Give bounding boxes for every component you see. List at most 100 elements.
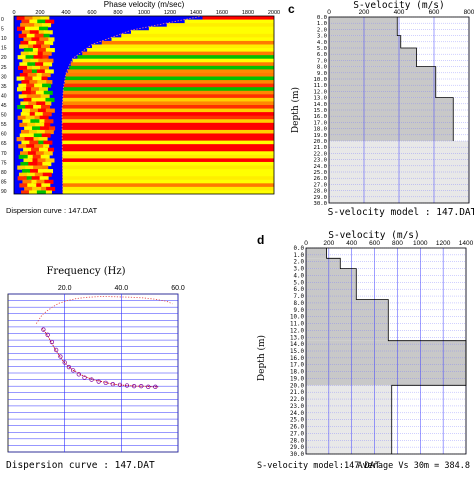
- heatmap-y-tick: 15: [1, 46, 7, 52]
- d-caption: S-velocity model:147.DAT: [257, 461, 380, 471]
- heatmap-noise-cell: [23, 37, 33, 42]
- heatmap-band: [62, 169, 274, 174]
- heatmap-noise-cell: [33, 105, 43, 110]
- heatmap-noise-cell: [31, 115, 41, 120]
- heatmap-noise-cell: [22, 169, 32, 174]
- heatmap-noise-cell: [41, 44, 51, 49]
- c-y-tick: 28.0: [314, 189, 327, 195]
- c-y-tick: 2.0: [317, 27, 327, 33]
- heatmap-noise-cell: [45, 37, 55, 42]
- d-x-tick: 400: [346, 240, 357, 247]
- heatmap-band: [64, 80, 274, 85]
- heatmap-noise-cell: [29, 108, 39, 113]
- c-x-tick: 400: [394, 9, 405, 16]
- s-velocity-chart-c: c S-velocity (m/s) 0 200 400 600 800 Depth (…: [288, 0, 474, 218]
- c-y-tick: 10.0: [314, 77, 327, 83]
- b-observed-point: [82, 375, 87, 380]
- b-observed-point: [41, 327, 46, 332]
- heatmap-band: [62, 179, 274, 184]
- d-y-tick: 3.0: [294, 267, 305, 273]
- heatmap-noise-cell: [27, 62, 37, 67]
- d-y-tick: 24.0: [290, 411, 304, 417]
- c-y-tick: 12.0: [314, 89, 327, 95]
- heatmap-band: [64, 83, 274, 88]
- b-observed-point: [96, 379, 101, 384]
- heatmap-band: [62, 144, 274, 149]
- c-y-tick: 11.0: [314, 83, 327, 89]
- heatmap-noise-cell: [17, 55, 27, 60]
- heatmap-noise-cell: [21, 90, 31, 95]
- heatmap-band: [62, 97, 274, 103]
- c-layer: [329, 17, 398, 36]
- d-x-tick: 1200: [436, 240, 451, 247]
- heatmap-y-tick: 55: [1, 122, 7, 128]
- heatmap-noise-cell: [40, 154, 50, 159]
- heatmap-noise-cell: [26, 23, 36, 28]
- d-y-tick: 28.0: [290, 438, 304, 444]
- heatmap-band: [62, 94, 274, 99]
- b-observed-point: [146, 384, 151, 389]
- heatmap-noise-cell: [24, 65, 34, 70]
- d-frame: [305, 247, 467, 455]
- d-y-tick: 5.0: [294, 280, 305, 286]
- heatmap-noise-cell: [16, 16, 26, 21]
- heatmap-noise-cell: [32, 186, 42, 192]
- heatmap-band: [62, 154, 274, 159]
- heatmap-band: [63, 90, 274, 95]
- d-x-tick: 200: [323, 240, 334, 247]
- heatmap-noise-cell: [35, 151, 45, 156]
- heatmap-noise-cell: [36, 101, 46, 106]
- heatmap-noise-cell: [42, 190, 52, 194]
- heatmap-noise-cell: [21, 190, 31, 194]
- heatmap-noise-cell: [24, 16, 34, 21]
- heatmap-frame: [13, 15, 275, 195]
- d-y-tick: 17.0: [290, 363, 304, 369]
- d-y-tick: 4.0: [294, 273, 305, 279]
- heatmap-band: [62, 176, 274, 181]
- heatmap-noise-cell: [36, 40, 46, 46]
- heatmap-noise-cell: [29, 169, 39, 174]
- heatmap-noise-cell: [21, 140, 31, 145]
- heatmap-noise-cell: [25, 165, 35, 170]
- heatmap-noise-cell: [28, 190, 38, 194]
- heatmap-noise-cell: [32, 76, 42, 81]
- heatmap-noise-cell: [35, 140, 45, 145]
- heatmap-title: Phase velocity (m/sec): [104, 0, 185, 9]
- heatmap-noise-cell: [18, 65, 28, 70]
- heatmap-noise-cell: [37, 48, 47, 53]
- heatmap-y-tick: 90: [1, 189, 7, 195]
- c-y-tick: 27.0: [314, 182, 327, 188]
- heatmap-noise-cell: [16, 76, 26, 81]
- heatmap-noise-cell: [33, 133, 43, 138]
- dispersion-chart: Frequency (Hz) 20.0 40.0 60.0 Dispersion c…: [6, 266, 185, 471]
- heatmap-noise-cell: [40, 65, 49, 70]
- b-observed-point: [54, 347, 59, 353]
- heatmap-noise-cell: [24, 126, 34, 131]
- heatmap-band: [62, 112, 274, 117]
- heatmap-noise-cell: [32, 65, 42, 70]
- heatmap-y-tick: 20: [1, 55, 7, 61]
- heatmap-noise-cell: [20, 51, 30, 56]
- c-layer: [329, 66, 436, 98]
- heatmap-noise-cell: [37, 97, 47, 103]
- heatmap-noise-cell: [33, 165, 43, 170]
- heatmap-y-tick: 80: [1, 170, 7, 176]
- b-observed-point: [139, 384, 144, 389]
- heatmap-y-tick: 70: [1, 151, 7, 157]
- heatmap-noise-cell: [29, 80, 39, 85]
- heatmap-noise-cell: [34, 33, 44, 38]
- d-y-tick: 14.0: [290, 342, 304, 348]
- heatmap-noise-cell: [34, 51, 44, 56]
- heatmap-band: [62, 101, 274, 106]
- heatmap-x-tick: 1800: [242, 10, 254, 16]
- heatmap-band: [62, 161, 274, 167]
- s-velocity-panel-c: c S-velocity (m/s) 0 200 400 600 800 Depth (…: [284, 0, 474, 222]
- heatmap-noise-cell: [23, 48, 33, 53]
- heatmap-noise-cell: [43, 90, 53, 95]
- d-average-label: Average Vs 30m = 384.8: [357, 461, 470, 471]
- heatmap-noise-cell: [32, 154, 42, 159]
- c-y-tick: 9.0: [317, 71, 327, 77]
- c-y-tick: 26.0: [314, 176, 327, 182]
- heatmap-band: [131, 30, 274, 35]
- c-caption: S-velocity model : 147.DAT: [328, 207, 474, 218]
